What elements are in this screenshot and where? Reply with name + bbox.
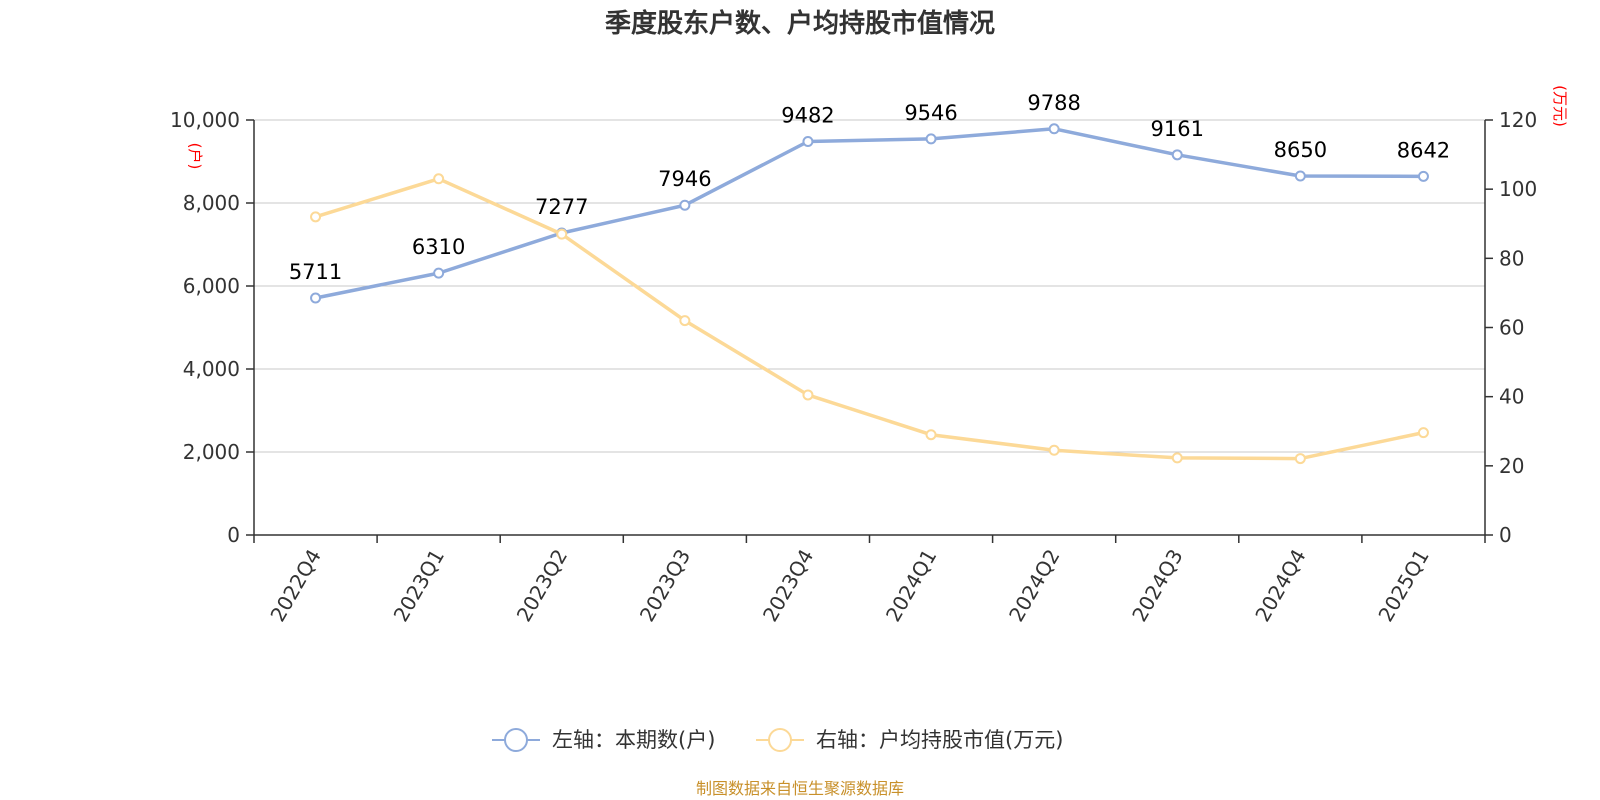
x-tick-label: 2024Q1 [881, 545, 941, 626]
point-left-2022Q4[interactable] [310, 292, 322, 304]
right-tick-label: 120 [1499, 108, 1537, 132]
point-left-2024Q2[interactable] [1048, 123, 1060, 135]
series [310, 123, 1429, 465]
x-tick-label: 2023Q2 [512, 545, 572, 626]
left-axis-unit: (户) [186, 143, 204, 170]
point-left-2023Q3[interactable] [679, 199, 691, 211]
data-label-2023Q1: 6310 [412, 235, 465, 259]
data-label-2024Q4: 8650 [1274, 138, 1327, 162]
grid-lines [254, 119, 1485, 453]
point-right-2024Q4[interactable] [1294, 453, 1306, 465]
left-tick-label: 2,000 [183, 440, 240, 464]
data-labels: 5711 6310 7277 7946 9482 9546 9788 9161 8650 8642 [289, 91, 1450, 284]
left-tick-label: 10,000 [170, 108, 240, 132]
chart-title: 季度股东户数、户均持股市值情况 [605, 8, 995, 39]
point-right-2022Q4[interactable] [310, 211, 322, 223]
right-tick-label: 100 [1499, 177, 1537, 201]
right-tick-label: 40 [1499, 385, 1524, 409]
right-tick-label: 20 [1499, 454, 1524, 478]
right-tick-label: 0 [1499, 523, 1512, 547]
point-left-2025Q1[interactable] [1417, 170, 1429, 182]
x-tick-label: 2023Q4 [758, 545, 818, 626]
point-right-2023Q1[interactable] [433, 173, 445, 185]
legend-marker-right [768, 728, 792, 752]
series-line-right [313, 177, 1426, 461]
legend-label-left: 左轴：本期数(户) [552, 728, 715, 752]
data-label-2024Q2: 9788 [1027, 91, 1080, 115]
point-left-2024Q3[interactable] [1171, 149, 1183, 161]
point-right-2023Q2[interactable] [556, 228, 568, 240]
axes: 0 2,000 4,000 6,000 8,000 10,000 0 20 40 60 80 100 1… [170, 108, 1537, 626]
left-tick-label: 4,000 [183, 357, 240, 381]
point-left-2024Q1[interactable] [925, 133, 937, 145]
point-right-2024Q3[interactable] [1171, 452, 1183, 464]
legend-marker-left [504, 728, 528, 752]
data-label-2025Q1: 8642 [1397, 138, 1450, 162]
x-tick-label: 2023Q3 [635, 545, 695, 626]
right-tick-label: 60 [1499, 316, 1524, 340]
data-label-2022Q4: 5711 [289, 260, 342, 284]
point-right-2023Q3[interactable] [679, 315, 691, 327]
left-tick-label: 8,000 [183, 191, 240, 215]
x-tick-label: 2024Q4 [1250, 545, 1310, 626]
x-tick-label: 2022Q4 [265, 545, 325, 626]
legend-item-right-series[interactable]: 右轴：户均持股市值(万元) [756, 728, 1063, 752]
x-tick-label: 2024Q2 [1004, 545, 1064, 626]
point-left-2023Q1[interactable] [433, 267, 445, 279]
data-label-2024Q3: 9161 [1151, 117, 1204, 141]
x-tick-label: 2023Q1 [389, 545, 449, 626]
right-axis-unit: (万元) [1551, 85, 1569, 127]
legend-label-right: 右轴：户均持股市值(万元) [816, 728, 1063, 752]
legend[interactable]: 左轴：本期数(户) 右轴：户均持股市值(万元) [492, 728, 1063, 752]
point-left-2023Q4[interactable] [802, 135, 814, 147]
legend-item-left-series[interactable]: 左轴：本期数(户) [492, 728, 715, 752]
point-right-2024Q2[interactable] [1048, 444, 1060, 456]
source-note: 制图数据来自恒生聚源数据库 [696, 779, 904, 798]
point-right-2024Q1[interactable] [925, 429, 937, 441]
data-label-2023Q4: 9482 [781, 103, 834, 127]
point-right-2025Q1[interactable] [1417, 427, 1429, 439]
data-label-2023Q2: 7277 [535, 195, 588, 219]
point-right-2023Q4[interactable] [802, 389, 814, 401]
data-label-2024Q1: 9546 [904, 101, 957, 125]
point-left-2024Q4[interactable] [1294, 170, 1306, 182]
left-tick-label: 0 [227, 523, 240, 547]
data-label-2023Q3: 7946 [658, 167, 711, 191]
series-line-left [313, 127, 1426, 300]
x-tick-label: 2024Q3 [1127, 545, 1187, 626]
right-tick-label: 80 [1499, 246, 1524, 270]
x-tick-label: 2025Q1 [1373, 545, 1433, 626]
left-tick-label: 6,000 [183, 274, 240, 298]
